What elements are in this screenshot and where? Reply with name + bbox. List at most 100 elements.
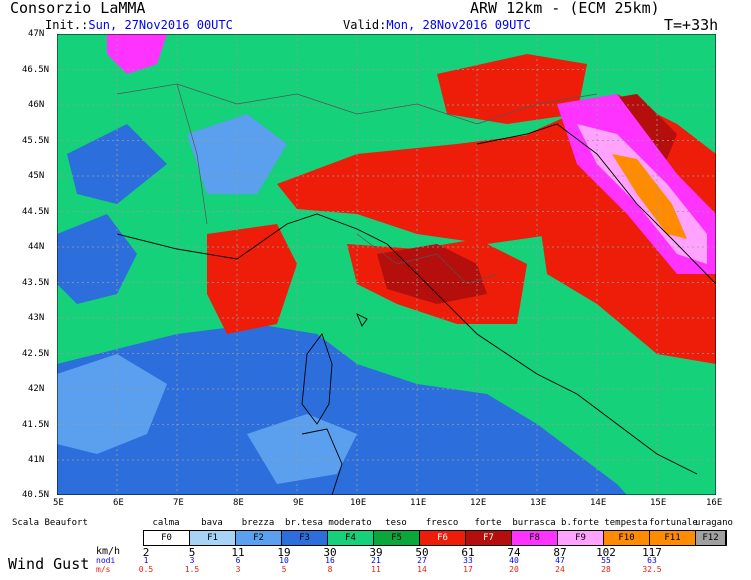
beaufort-description: b.forte <box>561 518 599 528</box>
ms-threshold: 17 <box>463 565 473 574</box>
sea-blue-west-top <box>57 214 137 304</box>
kmh-threshold: 11 <box>231 546 245 559</box>
lon-tick: 10E <box>350 498 367 508</box>
beaufort-class-f2: F2 <box>236 531 282 545</box>
kmh-threshold: 50 <box>415 546 429 559</box>
beaufort-colorbar: F0 F1 F2 F3 F4 F5 F6 F7 F8 F9 F10 F11 F12 <box>143 530 727 546</box>
beaufort-class-f10: F10 <box>604 531 650 545</box>
init-time: Init.:Sun, 27Nov2016 00UTC <box>45 18 233 32</box>
knots-values: 1 3 6 10 16 21 27 33 40 47 55 63 <box>123 556 675 565</box>
lon-tick: 6E <box>113 498 124 508</box>
kmh-threshold: 61 <box>461 546 475 559</box>
beaufort-description: fortunale <box>649 518 698 528</box>
kmh-threshold: 5 <box>188 546 196 559</box>
knots-threshold: 10 <box>279 556 289 565</box>
beaufort-class-f8: F8 <box>512 531 558 545</box>
knots-threshold: 6 <box>235 556 241 565</box>
beaufort-description: bava <box>201 518 223 528</box>
wind-red-ligurian <box>207 224 297 334</box>
ms-values: 0.5 1.5 3 5 8 11 14 17 20 24 28 32.5 <box>123 565 675 574</box>
kmh-threshold: 74 <box>507 546 521 559</box>
ms-threshold: 20 <box>509 565 519 574</box>
knots-threshold: 55 <box>601 556 611 565</box>
ms-threshold: 24 <box>555 565 565 574</box>
knots-threshold: 3 <box>189 556 195 565</box>
lat-tick: 45N <box>28 171 45 181</box>
forecast-step: T=+33h <box>664 16 719 34</box>
lat-tick: 42.5N <box>22 349 50 359</box>
beaufort-class-f7: F7 <box>466 531 512 545</box>
beaufort-description: tempesta <box>604 518 648 528</box>
beaufort-class-f5: F5 <box>374 531 420 545</box>
beaufort-description: forte <box>474 518 502 528</box>
beaufort-class-f11: F11 <box>650 531 696 545</box>
lat-tick: 43N <box>28 313 45 323</box>
lon-tick: 16E <box>706 498 723 508</box>
valid-value: Mon, 28Nov2016 09UTC <box>386 18 531 32</box>
kmh-threshold: 102 <box>596 546 616 559</box>
beaufort-description: br.tesa <box>285 518 323 528</box>
knots-threshold: 40 <box>509 556 519 565</box>
ms-threshold: 14 <box>417 565 427 574</box>
kmh-threshold: 39 <box>369 546 383 559</box>
knots-threshold: 16 <box>325 556 335 565</box>
ms-threshold: 5 <box>281 565 287 574</box>
lon-tick: 8E <box>233 498 244 508</box>
org-title: Consorzio LaMMA <box>10 0 146 17</box>
ms-threshold: 3 <box>235 565 241 574</box>
wind-red-po-valley <box>277 134 597 244</box>
lat-tick: 46N <box>28 100 45 110</box>
kmh-values: 2 5 11 19 30 39 50 61 74 87 102 117 <box>123 546 675 559</box>
knots-threshold: 63 <box>647 556 657 565</box>
wind-red-adriatic <box>527 94 716 364</box>
beaufort-class-f1: F1 <box>190 531 236 545</box>
wind-red-north <box>437 54 587 124</box>
kmh-label: km/h <box>96 546 121 557</box>
lat-tick: 44N <box>28 242 45 252</box>
lat-tick: 46.5N <box>22 65 50 75</box>
beaufort-description: calma <box>152 518 180 528</box>
ms-threshold: 32.5 <box>642 565 662 574</box>
beaufort-description: moderato <box>328 518 372 528</box>
wind-gust-map <box>57 34 716 495</box>
init-value: Sun, 27Nov2016 00UTC <box>88 18 233 32</box>
kmh-threshold: 117 <box>642 546 662 559</box>
lon-tick: 9E <box>293 498 304 508</box>
kmh-threshold: 2 <box>142 546 150 559</box>
valid-label: Valid: <box>343 18 387 32</box>
lon-tick: 15E <box>650 498 667 508</box>
wind-orange-bora <box>612 154 687 239</box>
lon-tick: 5E <box>53 498 64 508</box>
kmh-threshold: 30 <box>323 546 337 559</box>
knots-label: nodi <box>96 556 116 565</box>
model-title: ARW 12km - (ECM 25km) <box>470 0 660 17</box>
beaufort-class-f12: F12 <box>696 531 726 545</box>
knots-threshold: 27 <box>417 556 427 565</box>
lat-tick: 44.5N <box>22 207 50 217</box>
ms-threshold: 11 <box>371 565 381 574</box>
beaufort-class-f0: F0 <box>144 531 190 545</box>
beaufort-class-f4: F4 <box>328 531 374 545</box>
ms-threshold: 1.5 <box>184 565 200 574</box>
sea-blue-south <box>57 324 627 495</box>
ms-threshold: 0.5 <box>138 565 154 574</box>
beaufort-class-f6: F6 <box>420 531 466 545</box>
country-borders <box>116 83 598 285</box>
sea-light-blue-south <box>247 414 357 484</box>
beaufort-descriptions: calma bava brezza br.tesa moderato teso fresco… <box>143 518 732 532</box>
coastlines <box>116 123 716 495</box>
lon-tick: 14E <box>590 498 607 508</box>
beaufort-class-f9: F9 <box>558 531 604 545</box>
wind-magenta-alps <box>107 34 167 74</box>
lon-tick: 13E <box>530 498 547 508</box>
init-label: Init.: <box>45 18 89 32</box>
field-title: Wind Gust <box>8 555 90 573</box>
beaufort-description: burrasca <box>512 518 556 528</box>
lon-tick: 12E <box>470 498 487 508</box>
knots-threshold: 21 <box>371 556 381 565</box>
beaufort-description: fresco <box>425 518 459 528</box>
ms-label: m/s <box>96 565 111 574</box>
beaufort-class-f3: F3 <box>282 531 328 545</box>
lon-tick: 11E <box>410 498 427 508</box>
scale-title: Scala Beaufort <box>12 518 88 528</box>
